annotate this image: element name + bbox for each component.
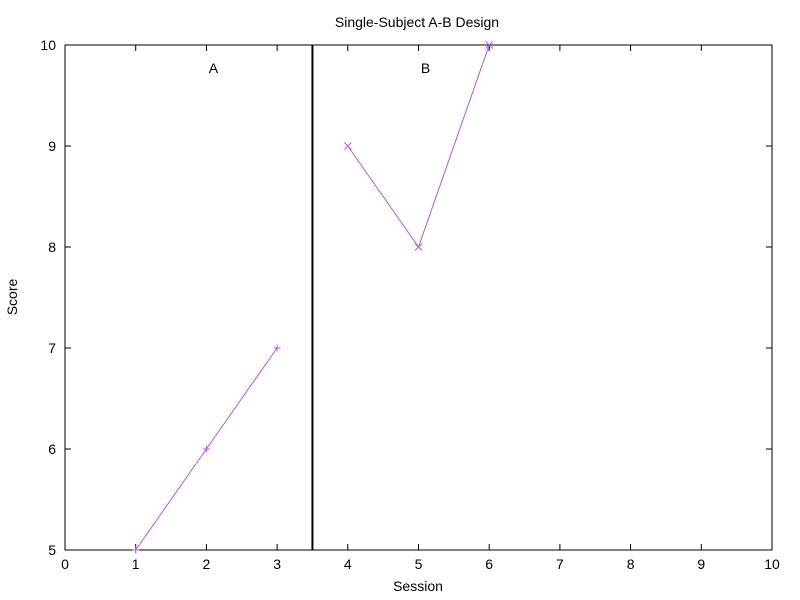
- x-axis-label: Session: [393, 578, 443, 594]
- series-group: [132, 41, 494, 554]
- data-point: [273, 344, 281, 352]
- phase-label-a: A: [209, 60, 219, 76]
- y-axis-label: Score: [4, 279, 20, 316]
- chart-title: Single-Subject A-B Design: [335, 14, 499, 30]
- series-line-2: [347, 44, 490, 249]
- x-tick-label: 7: [556, 556, 564, 572]
- y-tick-label: 7: [48, 340, 56, 356]
- axis-ticks: 0 1 2 3 4 5 6 7 8 9 10 5 6 7 8 9 10: [40, 37, 780, 572]
- y-tick-label: 9: [48, 138, 56, 154]
- x-tick-label: 2: [203, 556, 211, 572]
- x-tick-label: 3: [273, 556, 281, 572]
- x-tick-label: 5: [415, 556, 423, 572]
- phase-label-b: B: [421, 60, 430, 76]
- y-tick-label: 10: [40, 37, 56, 53]
- data-point: [343, 142, 352, 150]
- x-tick-label: 1: [132, 556, 140, 572]
- y-tick-label: 5: [48, 542, 56, 558]
- plot-frame: [64, 44, 773, 551]
- y-tick-label: 6: [48, 441, 56, 457]
- x-tick-label: 9: [697, 556, 705, 572]
- data-point: [485, 41, 494, 49]
- data-point: [202, 445, 210, 453]
- x-tick-label: 6: [485, 556, 493, 572]
- data-point: [132, 546, 140, 554]
- x-tick-label: 0: [61, 556, 69, 572]
- x-tick-label: 4: [344, 556, 352, 572]
- x-tick-label: 8: [627, 556, 635, 572]
- y-tick-label: 8: [48, 239, 56, 255]
- data-point: [414, 243, 423, 251]
- x-tick-label: 10: [764, 556, 780, 572]
